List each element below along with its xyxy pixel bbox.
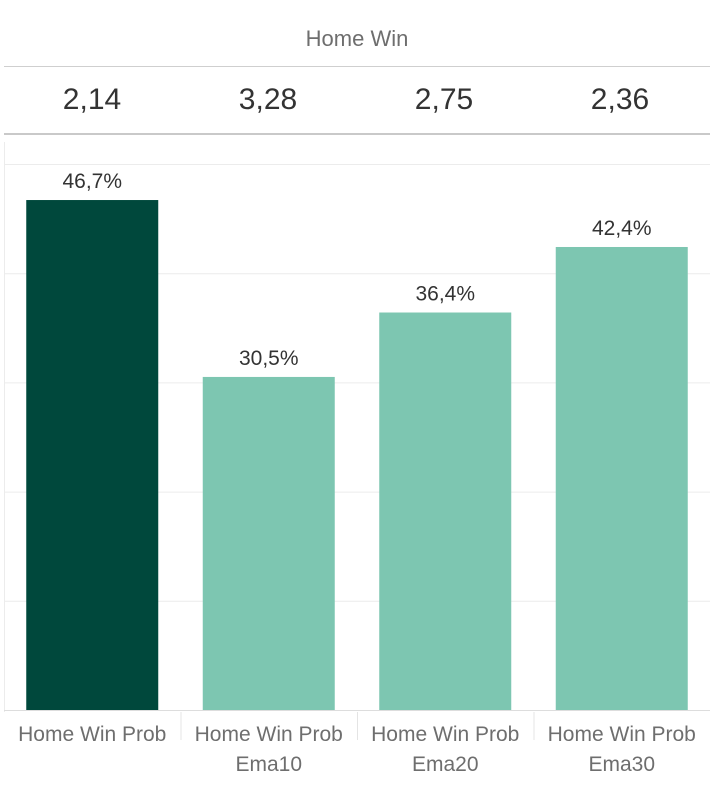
data-label-0: 46,7% xyxy=(62,170,122,193)
x-tick-label-line: Ema30 xyxy=(588,753,655,776)
data-label-3: 42,4% xyxy=(592,217,652,240)
x-tick-label-line: Home Win Prob xyxy=(371,723,519,746)
x-tick-label-3: Home Win Prob Ema30 xyxy=(548,723,696,776)
bar-1 xyxy=(202,376,335,710)
bar-0 xyxy=(26,200,159,710)
x-tick-label-1: Home Win Prob Ema10 xyxy=(195,723,343,776)
bar-3 xyxy=(555,246,688,710)
chart-title: Home Win xyxy=(305,26,409,51)
x-tick-label-line: Home Win Prob xyxy=(195,723,343,746)
odds-value-ema30: 2,36 xyxy=(590,83,650,116)
x-tick-label-line: Ema20 xyxy=(412,753,479,776)
odds-value-ema20: 2,75 xyxy=(414,83,474,116)
x-tick-label-line: Home Win Prob xyxy=(18,723,166,746)
chart-header: Home Win xyxy=(4,0,710,67)
x-tick-label-0: Home Win Prob xyxy=(18,723,166,746)
x-tick-label-line: Home Win Prob xyxy=(548,723,696,746)
odds-value-home-win-prob: 2,14 xyxy=(62,83,122,116)
odds-value-ema10: 3,28 xyxy=(238,83,298,116)
data-label-1: 30,5% xyxy=(239,347,299,370)
bar-2 xyxy=(379,312,512,710)
x-tick-label-2: Home Win Prob Ema20 xyxy=(371,723,519,776)
x-tick-label-line: Ema10 xyxy=(235,753,302,776)
data-label-2: 36,4% xyxy=(415,283,475,306)
odds-row: 2,14 3,28 2,75 2,36 xyxy=(4,67,710,135)
